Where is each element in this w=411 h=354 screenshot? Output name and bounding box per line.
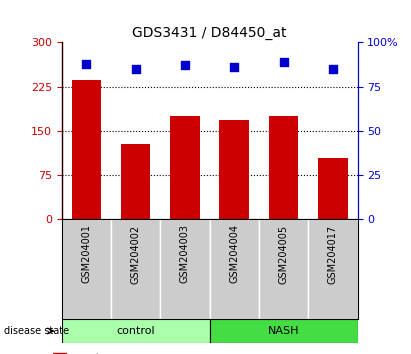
Point [280, 59, 287, 65]
Bar [308, 219, 358, 319]
Text: GSM204005: GSM204005 [279, 224, 289, 284]
Text: GSM204001: GSM204001 [81, 224, 91, 284]
Bar [318, 158, 348, 219]
Text: GSM204004: GSM204004 [229, 224, 239, 284]
Bar [160, 219, 210, 319]
Point [182, 63, 188, 68]
Bar [259, 219, 308, 319]
Point [83, 61, 90, 67]
Point [231, 64, 238, 70]
Bar [121, 144, 150, 219]
Point [330, 66, 336, 72]
Bar [210, 319, 358, 343]
Bar [72, 80, 101, 219]
Bar [170, 116, 200, 219]
Title: GDS3431 / D84450_at: GDS3431 / D84450_at [132, 26, 287, 40]
Text: NASH: NASH [268, 326, 299, 336]
Text: GSM204003: GSM204003 [180, 224, 190, 284]
Bar [210, 219, 259, 319]
Bar [62, 219, 111, 319]
Text: GSM204017: GSM204017 [328, 224, 338, 284]
Bar [269, 116, 298, 219]
Text: count: count [72, 353, 100, 354]
Text: disease state: disease state [4, 326, 69, 336]
Bar [53, 353, 66, 354]
Bar [219, 120, 249, 219]
Bar [111, 219, 160, 319]
Text: control: control [116, 326, 155, 336]
Text: GSM204002: GSM204002 [131, 224, 141, 284]
Point [132, 66, 139, 72]
Bar [62, 319, 210, 343]
